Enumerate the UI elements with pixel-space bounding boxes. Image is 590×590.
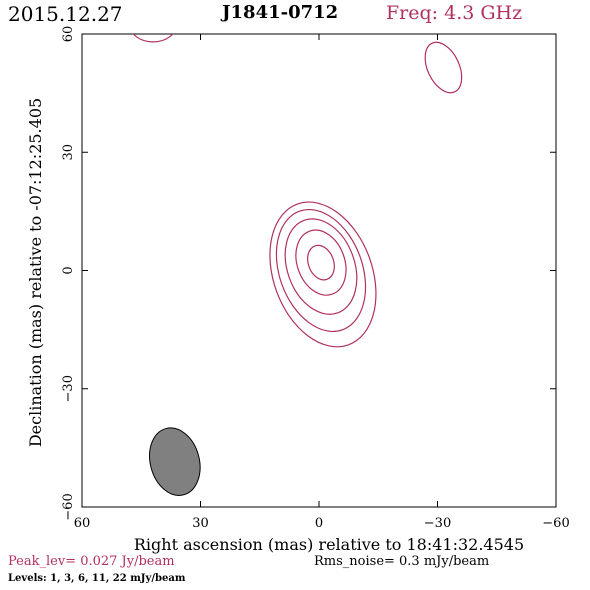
contour-levels: Levels: 1, 3, 6, 11, 22 mJy/beam [8,573,186,584]
contour-line [284,218,358,315]
y-tick-label: 0 [61,266,76,274]
contour-group [132,34,463,348]
x-tick-label: 30 [192,516,209,531]
x-tick-label: −60 [542,516,569,531]
x-tick-label: 60 [74,516,91,531]
x-tick-label: 0 [315,516,323,531]
contour-line [132,34,174,43]
y-tick-label: 30 [61,144,76,161]
y-tick-label: −30 [61,375,76,402]
x-tick-label: −30 [424,516,451,531]
peak-level: Peak_lev= 0.027 Jy/beam [8,554,175,569]
rms-noise: Rms_noise= 0.3 mJy/beam [314,554,490,569]
source-name: J1841-0712 [222,2,339,23]
y-tick-label: −60 [61,493,76,520]
contour-line [275,208,367,333]
beam-ellipse [149,427,201,496]
plot-frame [81,33,557,508]
contour-line [269,201,377,348]
contour-line [307,244,335,281]
y-axis-label: Declination (mas) relative to -07:12:25.… [26,98,45,447]
frequency: Freq: 4.3 GHz [386,2,523,24]
x-axis-label: Right ascension (mas) relative to 18:41:… [134,535,524,554]
y-tick-label: 60 [61,26,76,43]
contour-line [424,41,463,94]
obs-date: 2015.12.27 [8,2,123,26]
contour-line [295,229,347,296]
